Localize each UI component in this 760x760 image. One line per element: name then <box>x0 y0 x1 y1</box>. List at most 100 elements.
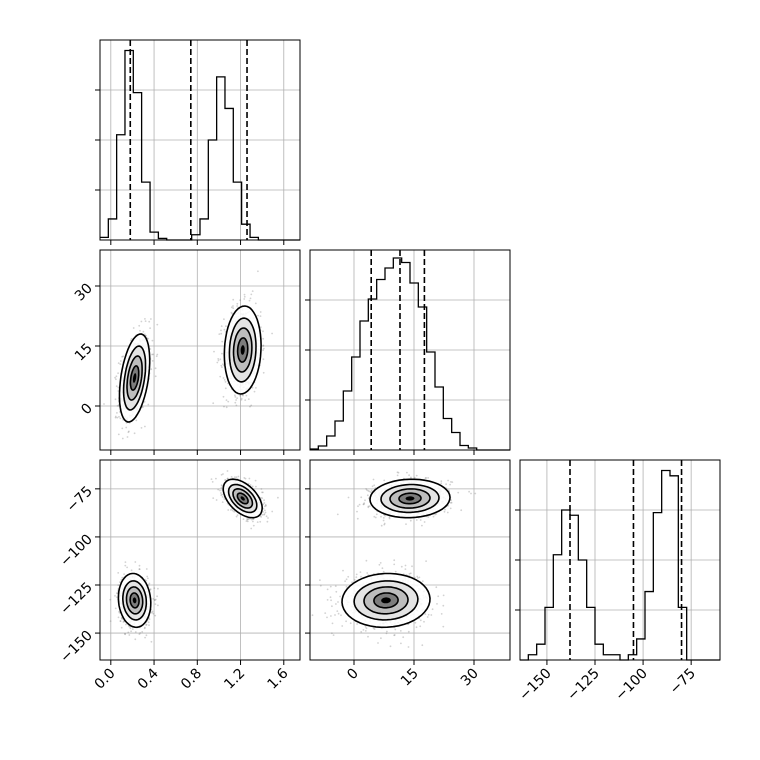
hist-bin <box>637 639 645 660</box>
sample-point <box>364 499 366 502</box>
sample-point <box>255 485 257 488</box>
sample-point <box>135 419 138 422</box>
sample-point <box>124 564 127 567</box>
sample-point <box>450 481 452 483</box>
sample-point <box>460 509 463 512</box>
hist-bin <box>562 510 570 660</box>
sample-point <box>262 337 265 340</box>
sample-point <box>215 477 217 480</box>
sample-point <box>145 568 148 570</box>
sample-point <box>243 293 246 296</box>
sample-point <box>347 575 350 578</box>
sample-point <box>336 513 339 516</box>
sample-point <box>265 504 267 507</box>
sample-point <box>440 482 443 485</box>
sample-point <box>155 355 158 358</box>
sample-point <box>427 516 430 518</box>
sample-point <box>154 598 157 601</box>
sample-point <box>244 399 247 401</box>
sample-point <box>234 396 237 398</box>
sample-point <box>334 614 336 616</box>
sample-point <box>415 474 418 477</box>
sample-point <box>117 386 120 389</box>
sample-point <box>254 479 257 482</box>
sample-point <box>138 564 141 567</box>
scatter-panel-1-2 <box>311 471 477 648</box>
hist-outline <box>520 469 720 661</box>
sample-point <box>357 505 359 508</box>
sample-point <box>236 305 239 307</box>
sample-point <box>427 613 430 616</box>
sample-point <box>128 625 131 628</box>
sample-point <box>217 488 220 491</box>
sample-point <box>117 433 120 436</box>
sample-point <box>145 634 148 637</box>
x-tick-label: 1.6 <box>265 665 292 692</box>
sample-point <box>234 401 237 404</box>
sample-point <box>252 524 255 527</box>
sample-point <box>150 640 153 643</box>
sample-point <box>345 585 348 588</box>
sample-point <box>128 634 131 636</box>
sample-point <box>331 605 333 608</box>
sample-point <box>156 595 159 598</box>
sample-point <box>330 615 332 617</box>
sample-point <box>235 404 238 407</box>
hist-bin <box>537 644 545 660</box>
sample-point <box>221 496 224 498</box>
sample-point <box>419 519 422 521</box>
sample-point <box>263 499 265 502</box>
sample-point <box>262 330 264 333</box>
sample-point <box>156 353 159 356</box>
sample-point <box>423 521 426 523</box>
sample-point <box>153 599 156 602</box>
sample-point <box>147 621 150 624</box>
sample-point <box>114 376 116 379</box>
sample-point <box>237 475 240 478</box>
hist-bin <box>125 51 133 240</box>
sample-point <box>263 502 266 504</box>
hist-bin <box>402 263 410 451</box>
x-tick-label: −150 <box>516 666 555 705</box>
sample-point <box>419 625 422 628</box>
panel-frame <box>99 249 301 451</box>
sample-point <box>117 584 120 586</box>
sample-point <box>119 417 122 420</box>
sample-point <box>369 491 372 493</box>
sample-point <box>394 628 397 631</box>
sample-point <box>379 562 382 564</box>
sample-point <box>224 387 227 390</box>
sample-point <box>254 302 257 305</box>
sample-point <box>215 499 218 501</box>
sample-point <box>127 431 130 434</box>
sample-point <box>326 599 329 601</box>
sample-point <box>345 578 348 581</box>
sample-point <box>358 503 361 506</box>
sample-point <box>120 626 123 629</box>
sample-point <box>410 476 412 479</box>
x-tick-label: −100 <box>612 666 651 705</box>
hist-bin <box>570 515 578 660</box>
sample-point <box>145 623 148 626</box>
sample-point <box>243 477 246 479</box>
sample-point <box>443 510 446 513</box>
sample-point <box>426 616 429 618</box>
sample-point <box>435 586 438 589</box>
sample-point <box>117 616 120 619</box>
hist-bin <box>545 607 553 660</box>
sample-point <box>449 483 451 486</box>
hist-bin <box>595 644 603 660</box>
sample-point <box>221 352 223 355</box>
sample-point <box>233 510 236 513</box>
sample-point <box>223 318 225 321</box>
y-tick-label: −125 <box>57 580 96 619</box>
sample-point <box>319 584 322 587</box>
sample-point <box>372 478 375 481</box>
sample-point <box>134 631 137 633</box>
sample-point <box>261 513 264 516</box>
sample-point <box>140 427 143 429</box>
sample-point <box>156 323 159 326</box>
sample-point <box>114 415 117 418</box>
sample-point <box>374 516 377 519</box>
sample-point <box>236 514 239 516</box>
